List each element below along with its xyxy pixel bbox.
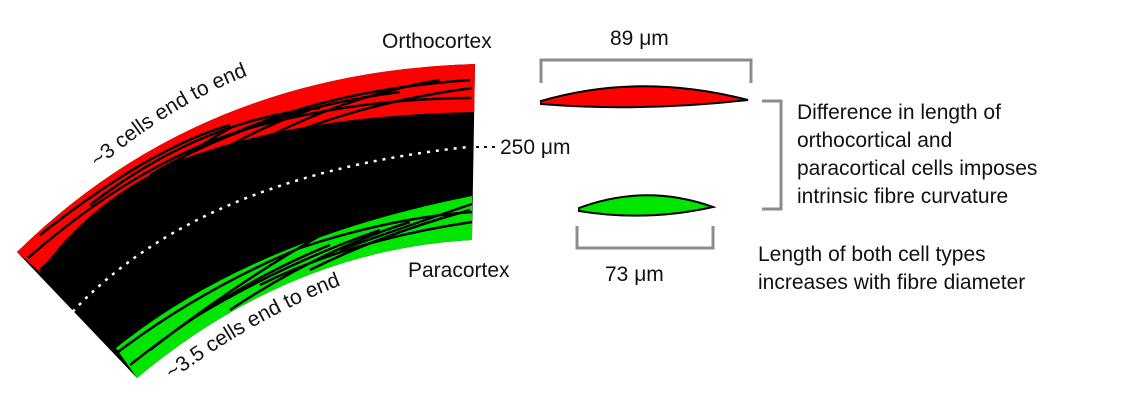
paracortex-label: Paracortex bbox=[408, 259, 510, 282]
ortho-length-label: 89 μm bbox=[610, 27, 669, 50]
diameter-note-line: Length of both cell types bbox=[758, 243, 986, 266]
fibre-axis-dashed bbox=[54, 145, 469, 333]
comparison-bracket bbox=[762, 99, 783, 211]
paracortex-band bbox=[116, 196, 473, 378]
orthocortex-label: Orthocortex bbox=[382, 30, 492, 53]
para-length-bracket bbox=[575, 226, 715, 250]
paracortex-region bbox=[116, 196, 472, 378]
ortho-length-bracket bbox=[539, 58, 753, 83]
paracortical-cell bbox=[578, 194, 717, 217]
curvature-note-line: orthocortical and bbox=[797, 129, 953, 152]
curvature-note-line: paracortical cells imposes bbox=[797, 157, 1038, 180]
paracortex-cell-boundaries bbox=[117, 202, 473, 366]
fibre-cross-section bbox=[17, 64, 475, 378]
curvature-note: Difference in length of orthocortical an… bbox=[797, 99, 1037, 211]
orthocortex-region bbox=[17, 64, 475, 272]
para-length-label: 73 μm bbox=[605, 263, 664, 286]
diameter-note-line: increases with fibre diameter bbox=[758, 271, 1026, 294]
orthocortex-cell-boundaries bbox=[27, 78, 473, 271]
curvature-note-line: intrinsic fibre curvature bbox=[797, 185, 1009, 208]
orthocortex-band bbox=[17, 64, 475, 272]
diameter-note: Length of both cell types increases with… bbox=[758, 241, 1025, 297]
orthocortical-cell bbox=[540, 85, 749, 109]
radius-label: 250 μm bbox=[500, 136, 570, 159]
curvature-note-line: Difference in length of bbox=[797, 101, 1001, 124]
